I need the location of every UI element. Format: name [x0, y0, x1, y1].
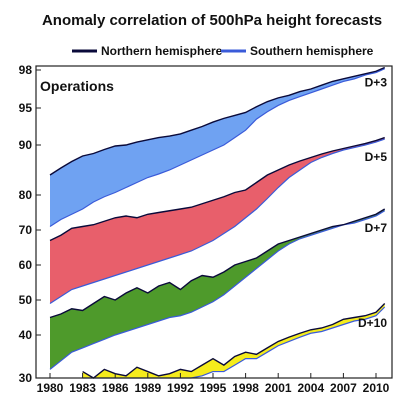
- northern-hemisphere-line: [82, 303, 386, 379]
- plot-border: [35, 65, 393, 379]
- band-fill: [50, 137, 385, 304]
- band-dplus7: [49, 208, 386, 370]
- x-tick-label: 1986: [102, 381, 129, 395]
- x-tick-label: 1992: [167, 381, 194, 395]
- y-tick-label: 80: [19, 188, 33, 202]
- band-fill: [50, 209, 385, 370]
- band-dplus3: [49, 66, 385, 228]
- y-tick-label: 95: [19, 101, 33, 115]
- legend: Northern hemisphere Southern hemisphere: [72, 44, 374, 58]
- legend-label-southern: Southern hemisphere: [250, 44, 374, 58]
- lead-label-dplus10: D+10: [358, 316, 387, 330]
- southern-hemisphere-line: [49, 210, 386, 370]
- x-tick-label: 2007: [330, 381, 357, 395]
- x-tick-label: 2001: [265, 381, 292, 395]
- y-tick-label: 30: [19, 371, 33, 385]
- x-axis-ticks: 1980 1983 1986 1989 1992 1995 1998 2001 2004 2007…: [37, 373, 390, 395]
- band-fill: [50, 67, 385, 227]
- y-axis-ticks: 30 40 50 60 70 80 90 95 98: [19, 63, 41, 385]
- x-tick-label: 1995: [200, 381, 227, 395]
- northern-hemisphere-line: [49, 208, 386, 319]
- y-tick-label: 60: [19, 258, 33, 272]
- southern-hemisphere-line: [49, 138, 385, 305]
- y-tick-label: 70: [19, 223, 33, 237]
- x-tick-label: 1983: [69, 381, 96, 395]
- chart-title: Anomaly correlation of 500hPa height for…: [42, 12, 382, 29]
- northern-hemisphere-line: [49, 136, 385, 242]
- y-tick-label: 90: [19, 138, 33, 152]
- southern-hemisphere-line: [49, 68, 385, 228]
- legend-label-northern: Northern hemisphere: [101, 44, 223, 58]
- x-tick-label: 1980: [37, 381, 64, 395]
- lead-label-dplus5: D+5: [365, 150, 388, 164]
- x-tick-label: 2004: [297, 381, 324, 395]
- y-tick-label: 40: [19, 328, 33, 342]
- lead-label-dplus7: D+7: [365, 221, 388, 235]
- x-tick-label: 1998: [232, 381, 259, 395]
- operations-label: Operations: [40, 78, 114, 94]
- y-tick-label: 98: [19, 63, 33, 77]
- forecast-lead-labels: D+3 D+5 D+7 D+10: [358, 76, 387, 330]
- northern-hemisphere-line: [49, 66, 385, 176]
- lead-label-dplus3: D+3: [365, 76, 388, 90]
- x-tick-label: 2010: [363, 381, 390, 395]
- x-tick-label: 1989: [134, 381, 161, 395]
- band-dplus5: [49, 136, 385, 305]
- band-fill: [82, 303, 385, 378]
- forecast-bands: [49, 66, 386, 379]
- y-tick-label: 50: [19, 293, 33, 307]
